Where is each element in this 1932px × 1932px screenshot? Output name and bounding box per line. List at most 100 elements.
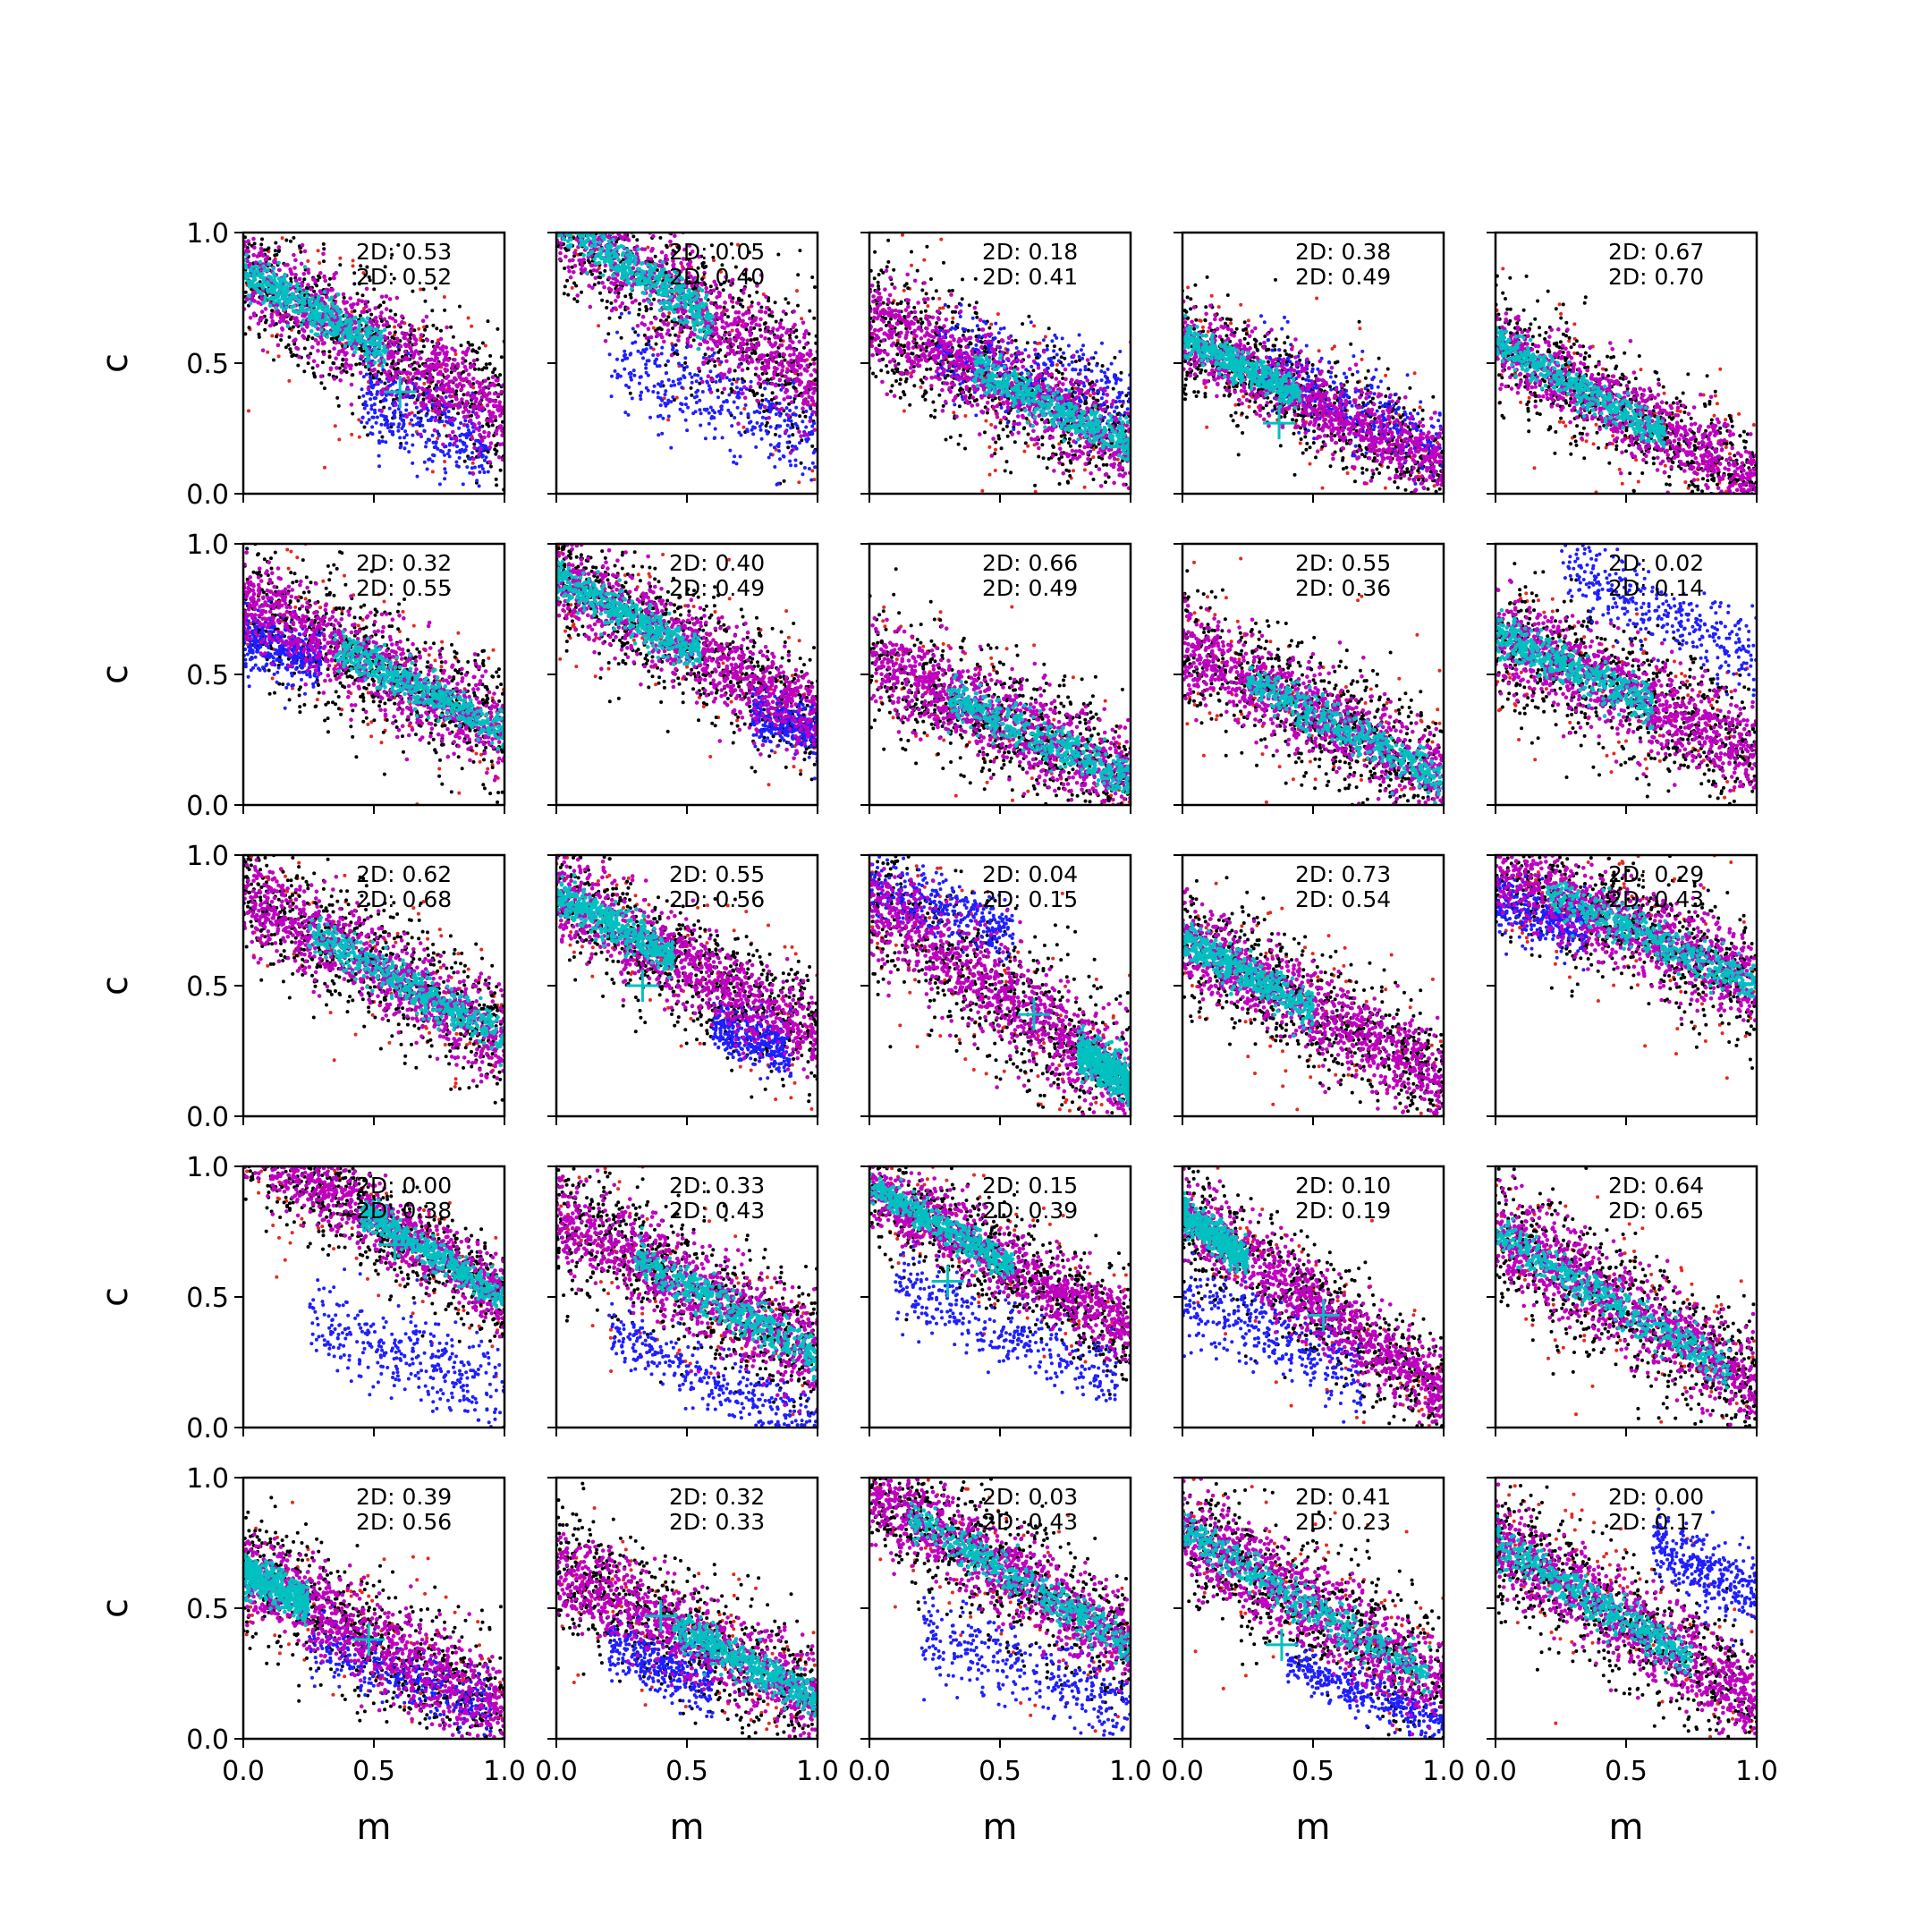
magenta-series-point bbox=[433, 359, 437, 363]
red-series-point bbox=[408, 422, 411, 426]
cyan-series-point bbox=[580, 225, 584, 229]
magenta-series-point bbox=[561, 197, 565, 201]
black-series-point bbox=[449, 326, 453, 329]
blue-series-point bbox=[750, 380, 753, 384]
blue-series-point bbox=[423, 429, 427, 433]
magenta-series-point bbox=[745, 356, 750, 360]
cyan-series-point bbox=[309, 329, 314, 334]
red-series-point bbox=[608, 206, 612, 209]
black-series-point bbox=[585, 217, 589, 221]
black-series-point bbox=[351, 373, 354, 377]
blue-series-point bbox=[360, 387, 364, 391]
magenta-series-point bbox=[774, 335, 778, 340]
black-series-point bbox=[748, 294, 751, 298]
blue-series-point bbox=[704, 436, 708, 440]
blue-series-point bbox=[431, 453, 435, 457]
black-series-point bbox=[485, 362, 488, 366]
magenta-series-point bbox=[474, 397, 479, 402]
black-series-point bbox=[657, 208, 660, 212]
magenta-series-point bbox=[737, 310, 741, 315]
blue-series-point bbox=[758, 425, 762, 428]
magenta-series-point bbox=[421, 407, 426, 411]
blue-series-point bbox=[367, 411, 370, 415]
blue-series-point bbox=[445, 415, 448, 419]
blue-series-point bbox=[658, 414, 662, 418]
magenta-series-point bbox=[771, 359, 775, 363]
magenta-series-point bbox=[730, 299, 734, 303]
blue-series-point bbox=[623, 368, 626, 371]
magenta-series-point bbox=[482, 430, 487, 435]
magenta-series-point bbox=[316, 349, 320, 353]
blue-series-point bbox=[637, 350, 640, 353]
magenta-series-point bbox=[284, 263, 288, 267]
magenta-series-point bbox=[290, 272, 294, 276]
magenta-series-point bbox=[760, 353, 765, 358]
blue-series-point bbox=[465, 445, 469, 448]
magenta-series-point bbox=[409, 346, 413, 351]
magenta-series-point bbox=[461, 377, 465, 382]
panel-annotation-1: 2D: 0.53 bbox=[356, 239, 452, 265]
black-series-point bbox=[345, 370, 349, 374]
red-series-point bbox=[742, 407, 746, 411]
black-series-point bbox=[604, 225, 607, 228]
magenta-series-point bbox=[487, 460, 492, 464]
cyan-series-point bbox=[284, 299, 289, 303]
blue-series-point bbox=[402, 446, 406, 450]
black-series-point bbox=[654, 255, 657, 258]
cyan-series-point bbox=[694, 297, 699, 301]
blue-series-point bbox=[372, 416, 376, 419]
magenta-series-point bbox=[402, 336, 407, 341]
cyan-series-point bbox=[383, 328, 387, 333]
cyan-series-point bbox=[314, 317, 318, 321]
magenta-series-point bbox=[388, 297, 393, 301]
cyan-series-point bbox=[272, 301, 276, 305]
blue-series-point bbox=[733, 401, 736, 404]
cyan-series-point bbox=[375, 349, 379, 353]
blue-series-point bbox=[447, 449, 451, 453]
magenta-series-point bbox=[740, 336, 744, 341]
blue-series-point bbox=[773, 445, 776, 449]
magenta-series-point bbox=[487, 431, 491, 436]
black-series-point bbox=[627, 225, 631, 228]
magenta-series-point bbox=[701, 360, 706, 365]
magenta-series-point bbox=[350, 306, 354, 310]
magenta-series-point bbox=[419, 333, 424, 337]
magenta-series-point bbox=[798, 366, 802, 370]
magenta-series-point bbox=[577, 227, 581, 232]
magenta-series-point bbox=[790, 367, 794, 371]
magenta-series-point bbox=[483, 379, 487, 384]
magenta-series-point bbox=[469, 365, 473, 369]
magenta-series-point bbox=[310, 345, 315, 350]
magenta-series-point bbox=[749, 385, 753, 389]
magenta-series-point bbox=[594, 201, 598, 206]
black-series-point bbox=[721, 184, 724, 188]
cyan-series-point bbox=[330, 301, 335, 306]
black-series-point bbox=[478, 346, 481, 350]
blue-series-point bbox=[465, 465, 469, 469]
blue-series-point bbox=[415, 406, 419, 410]
magenta-series-point bbox=[350, 383, 354, 387]
black-series-point bbox=[597, 222, 600, 225]
magenta-series-point bbox=[321, 252, 326, 257]
black-series-point bbox=[755, 337, 758, 341]
magenta-series-point bbox=[454, 395, 459, 400]
red-series-point bbox=[610, 214, 614, 217]
black-series-point bbox=[565, 203, 569, 207]
magenta-series-point bbox=[591, 217, 596, 222]
black-series-point bbox=[476, 351, 479, 354]
magenta-series-point bbox=[794, 389, 799, 394]
blue-series-point bbox=[384, 440, 387, 444]
black-series-point bbox=[313, 375, 317, 378]
black-series-point bbox=[638, 308, 641, 311]
magenta-series-point bbox=[561, 197, 565, 201]
magenta-series-point bbox=[343, 308, 348, 312]
magenta-series-point bbox=[406, 343, 411, 347]
black-series-point bbox=[341, 358, 344, 361]
red-series-point bbox=[675, 225, 679, 228]
black-series-point bbox=[569, 212, 572, 216]
blue-series-point bbox=[388, 429, 392, 433]
blue-series-point bbox=[680, 364, 683, 368]
magenta-series-point bbox=[676, 335, 681, 339]
cyan-series-point bbox=[328, 320, 333, 325]
cyan-series-point bbox=[274, 306, 278, 310]
